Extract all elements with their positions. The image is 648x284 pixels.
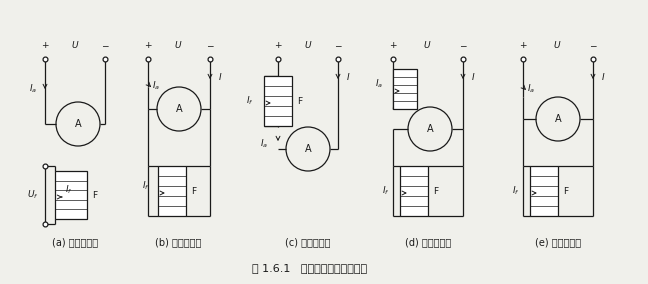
Text: +: +: [41, 41, 49, 51]
Text: U: U: [305, 41, 311, 51]
Text: −: −: [589, 41, 597, 51]
Text: $I_f$: $I_f$: [246, 95, 254, 107]
Bar: [55, 171, 87, 219]
Text: U: U: [424, 41, 430, 51]
Text: A: A: [426, 124, 434, 134]
Text: $I_a$: $I_a$: [375, 78, 383, 90]
Text: +: +: [274, 41, 282, 51]
Text: −: −: [206, 41, 214, 51]
Text: (c) 串励发电机: (c) 串励发电机: [285, 237, 330, 247]
Text: $I$: $I$: [471, 72, 475, 82]
Text: $I_a$: $I_a$: [152, 80, 160, 92]
Bar: [400, 166, 428, 216]
Text: +: +: [145, 41, 152, 51]
Text: $I_a$: $I_a$: [527, 83, 535, 95]
Text: F: F: [191, 187, 196, 195]
Text: U: U: [175, 41, 181, 51]
Text: (e) 复励发电机: (e) 复励发电机: [535, 237, 581, 247]
Text: U: U: [553, 41, 561, 51]
Text: A: A: [176, 104, 182, 114]
Text: U: U: [72, 41, 78, 51]
Text: $I$: $I$: [601, 72, 605, 82]
Text: (a) 他励发电机: (a) 他励发电机: [52, 237, 98, 247]
Text: +: +: [519, 41, 527, 51]
Text: −: −: [101, 41, 109, 51]
Text: F: F: [297, 97, 303, 105]
Text: $I_f$: $I_f$: [65, 184, 73, 196]
Text: $I$: $I$: [346, 72, 350, 82]
Bar: [530, 166, 558, 216]
Text: $U_f$: $U_f$: [27, 189, 39, 201]
Text: $I_a$: $I_a$: [260, 138, 268, 150]
Text: +: +: [389, 41, 397, 51]
Text: F: F: [434, 187, 439, 195]
Text: A: A: [305, 144, 311, 154]
Text: (d) 复励发电机: (d) 复励发电机: [405, 237, 451, 247]
Text: $I_f$: $I_f$: [142, 180, 150, 192]
Bar: [264, 76, 292, 126]
Text: $I$: $I$: [218, 72, 222, 82]
Bar: [393, 69, 417, 109]
Text: A: A: [75, 119, 81, 129]
Text: F: F: [564, 187, 568, 195]
Text: $I_f$: $I_f$: [512, 185, 520, 197]
Text: (b) 并励发电机: (b) 并励发电机: [155, 237, 201, 247]
Text: $I_a$: $I_a$: [29, 83, 37, 95]
Text: 图 1.6.1   直流发电机的励磁方式: 图 1.6.1 直流发电机的励磁方式: [253, 263, 367, 273]
Text: F: F: [93, 191, 98, 199]
Text: $I_f$: $I_f$: [382, 185, 390, 197]
Bar: [158, 166, 186, 216]
Text: −: −: [459, 41, 467, 51]
Text: −: −: [334, 41, 341, 51]
Text: A: A: [555, 114, 561, 124]
